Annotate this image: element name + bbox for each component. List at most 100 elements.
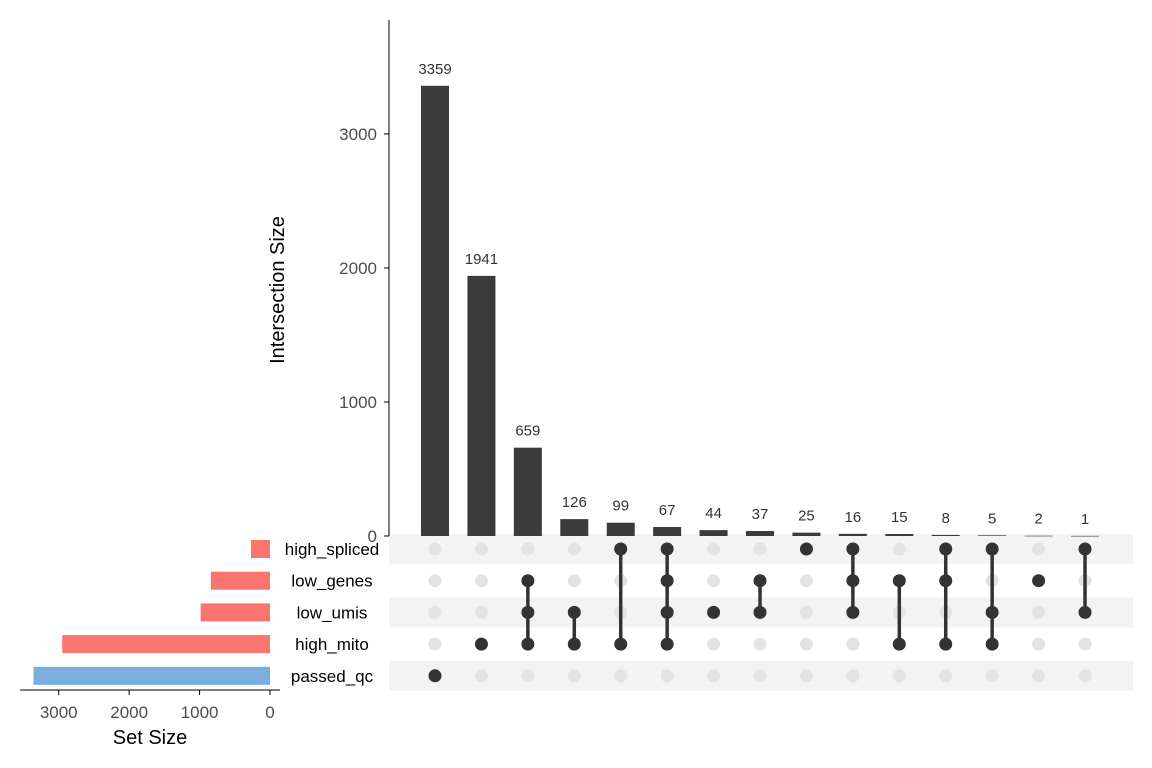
matrix-dot-empty-1-high-mito — [428, 637, 442, 651]
matrix-dot-5-high-mito — [614, 637, 628, 651]
matrix-dot-empty-1-high-spliced — [428, 542, 442, 556]
matrix-dot-8-low-genes — [753, 574, 767, 588]
matrix-dot-empty-7-low-genes — [707, 574, 721, 588]
matrix-dot-empty-8-high-spliced — [753, 542, 767, 556]
matrix-dot-empty-10-high-mito — [846, 637, 860, 651]
matrix-dot-empty-7-high-mito — [707, 637, 721, 651]
intersection-bar-label-15: 1 — [1081, 511, 1089, 528]
set-size-bar-high-spliced — [250, 540, 270, 558]
matrix-dot-8-low-umis — [753, 605, 767, 619]
matrix-dot-empty-3-passed-qc — [521, 669, 535, 683]
intersection-bar-10 — [838, 533, 867, 536]
matrix-dot-empty-7-passed-qc — [707, 669, 721, 683]
matrix-dot-empty-9-passed-qc — [799, 669, 813, 683]
x-tick-label-3000: 3000 — [40, 703, 78, 722]
set-size-bar-low-genes — [210, 571, 270, 590]
matrix-dot-empty-6-passed-qc — [660, 669, 674, 683]
intersection-bar-12 — [931, 534, 960, 536]
matrix-dot-3-low-umis — [521, 605, 535, 619]
matrix-dot-empty-14-low-umis — [1032, 605, 1046, 619]
intersection-bar-15 — [1071, 535, 1100, 537]
matrix-dot-empty-2-low-umis — [474, 605, 488, 619]
set-label-high-mito: high_mito — [295, 635, 369, 654]
matrix-dot-15-low-umis — [1078, 605, 1092, 619]
y-tick-label-0: 0 — [368, 527, 377, 546]
set-label-low-umis: low_umis — [297, 603, 368, 622]
matrix-dot-empty-10-passed-qc — [846, 669, 860, 683]
intersection-bar-7 — [699, 530, 728, 536]
matrix-dot-empty-4-high-spliced — [567, 542, 581, 556]
intersection-bar-label-7: 44 — [705, 505, 722, 522]
intersection-bar-labels: 3359 1941 659 126 99 67 44 37 25 16 15 8 5 2 1 — [418, 61, 1089, 528]
matrix-dot-14-low-genes — [1032, 574, 1046, 588]
matrix-dot-12-high-spliced — [939, 542, 953, 556]
intersection-bar-label-5: 99 — [612, 498, 629, 515]
intersection-bar-2 — [467, 275, 496, 536]
intersection-bar-1 — [421, 85, 449, 536]
intersection-bar-label-8: 37 — [752, 506, 769, 523]
matrix-dot-4-high-mito — [567, 637, 581, 651]
intersection-bar-label-13: 5 — [988, 510, 996, 527]
set-label-high-spliced: high_spliced — [285, 540, 380, 559]
matrix-dot-13-high-mito — [985, 637, 999, 651]
matrix-dot-12-low-genes — [939, 574, 953, 588]
matrix-dot-6-low-umis — [660, 605, 674, 619]
intersection-bars — [421, 85, 1100, 537]
matrix-dot-empty-2-high-spliced — [474, 542, 488, 556]
matrix-dot-empty-9-low-umis — [799, 605, 813, 619]
matrix-dot-12-high-mito — [939, 637, 953, 651]
set-size-x-axis-title: Set Size — [113, 727, 187, 749]
intersection-bar-label-14: 2 — [1034, 511, 1042, 528]
intersection-bar-label-4: 126 — [562, 494, 587, 511]
matrix-dot-empty-3-high-spliced — [521, 542, 535, 556]
x-tick-label-0: 0 — [265, 703, 274, 722]
set-name-labels: high_spliced low_genes low_umis high_mitopa… — [285, 540, 380, 686]
intersection-bar-13 — [978, 535, 1007, 536]
matrix-dot-empty-11-high-spliced — [892, 542, 906, 556]
matrix-dot-empty-8-high-mito — [753, 637, 767, 651]
intersection-bar-11 — [885, 533, 914, 536]
intersection-bar-6 — [653, 527, 682, 536]
matrix-dot-empty-12-passed-qc — [939, 669, 953, 683]
matrix-dot-13-high-spliced — [985, 542, 999, 556]
matrix-dot-6-high-spliced — [660, 542, 674, 556]
matrix-dot-6-high-mito — [660, 637, 674, 651]
matrix-dot-empty-13-passed-qc — [985, 669, 999, 683]
set-size-bars — [33, 540, 271, 685]
matrix-dot-empty-15-passed-qc — [1078, 669, 1092, 683]
intersection-bar-label-2: 1941 — [465, 251, 498, 268]
set-label-low-genes: low_genes — [291, 572, 372, 591]
matrix-dot-empty-9-high-mito — [799, 637, 813, 651]
matrix-dot-empty-8-passed-qc — [753, 669, 767, 683]
matrix-dot-empty-1-low-umis — [428, 605, 442, 619]
matrix-dot-4-low-umis — [567, 605, 581, 619]
x-tick-label-2000: 2000 — [110, 703, 148, 722]
matrix-dot-13-low-umis — [985, 605, 999, 619]
y-tick-label-3000: 3000 — [339, 125, 377, 144]
matrix-dot-empty-5-passed-qc — [614, 669, 628, 683]
intersection-bar-label-3: 659 — [515, 423, 540, 440]
intersection-bar-4 — [560, 519, 589, 536]
set-size-bar-low-umis — [200, 603, 270, 622]
matrix-dot-empty-14-high-spliced — [1032, 542, 1046, 556]
matrix-dot-empty-1-low-genes — [428, 574, 442, 588]
matrix-dot-10-low-umis — [846, 605, 860, 619]
intersection-bar-14 — [1024, 535, 1053, 537]
matrix-dot-9-high-spliced — [799, 542, 813, 556]
matrix-dot-empty-4-passed-qc — [567, 669, 581, 683]
intersection-bar-3 — [513, 447, 542, 536]
matrix-dot-11-low-genes — [892, 574, 906, 588]
intersection-bar-label-11: 15 — [891, 509, 908, 526]
set-size-x-axis: 3000 2000 1000 0 — [20, 689, 280, 722]
matrix-dot-empty-2-passed-qc — [474, 669, 488, 683]
matrix-dot-11-high-mito — [892, 637, 906, 651]
matrix-dot-empty-14-high-mito — [1032, 637, 1046, 651]
matrix-dot-empty-7-high-spliced — [707, 542, 721, 556]
matrix-dot-3-high-mito — [521, 637, 535, 651]
intersection-bar-label-10: 16 — [845, 509, 862, 526]
y-tick-label-1000: 1000 — [339, 393, 377, 412]
y-tick-label-2000: 2000 — [339, 259, 377, 278]
intersection-y-axis-title: Intersection Size — [267, 216, 289, 364]
matrix-dot-empty-2-low-genes — [474, 574, 488, 588]
